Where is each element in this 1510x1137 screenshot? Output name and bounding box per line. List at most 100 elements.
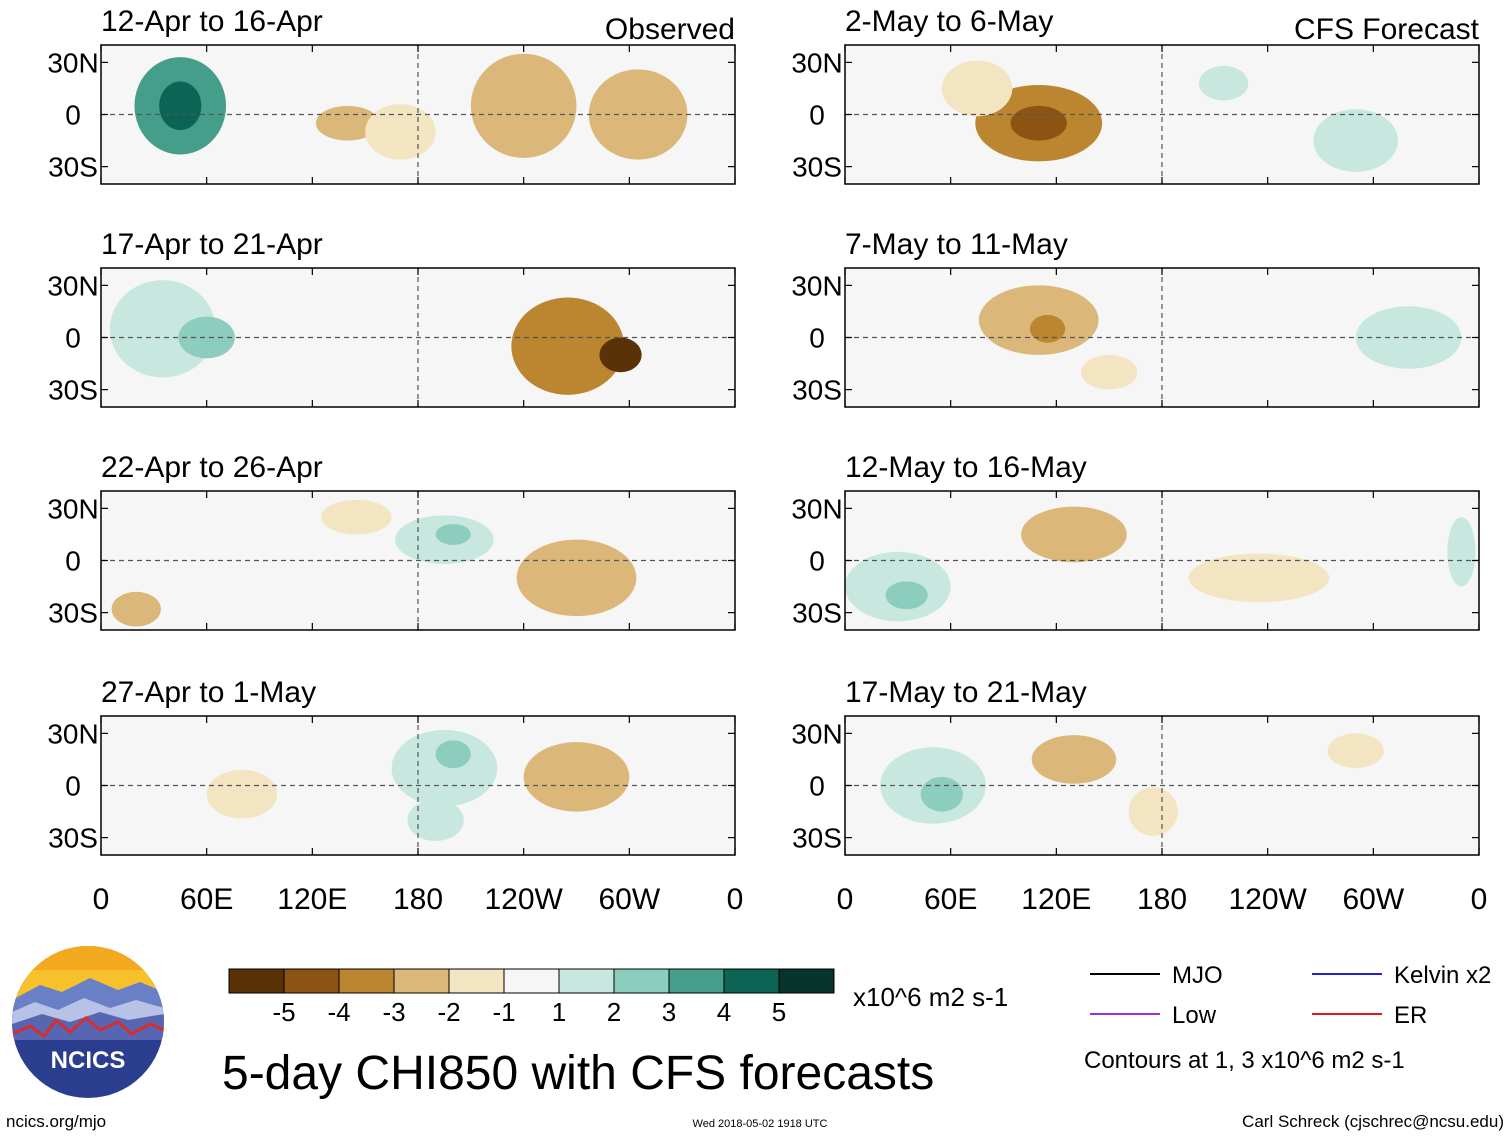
column-label: Observed — [605, 13, 735, 46]
colorbar-cell — [613, 968, 670, 994]
x-tick-label: 0 — [727, 883, 744, 916]
x-axis-left: 0 60E 120E 180 120W 60W 0 — [93, 883, 744, 916]
colorbar-label: -4 — [327, 997, 350, 1027]
x-tick-label: 120E — [277, 883, 347, 916]
x-tick-label: 120W — [1228, 883, 1307, 916]
footer-timestamp: Wed 2018-05-02 1918 UTC — [693, 1118, 828, 1130]
anomaly-region — [920, 776, 963, 812]
anomaly-region — [1080, 354, 1138, 390]
colorbar: -5 -4 -3 -2 -1 1 2 3 4 5 — [228, 968, 835, 1027]
x-tick-label: 180 — [393, 883, 443, 916]
y-tick-label: 30S — [48, 823, 98, 854]
colorbar-cell — [393, 968, 450, 994]
x-tick-label: 120W — [484, 883, 563, 916]
panel-1-2: 30N 0 30S 12-May to 16-May — [791, 451, 1480, 631]
anomaly-region — [866, 60, 930, 117]
y-tick-label: 0 — [65, 323, 81, 354]
colorbar-cell — [503, 968, 560, 994]
x-axes: 0 60E 120E 180 120W 60W 0 0 60E 120E 180 120W 60W 0 — [93, 883, 1488, 916]
y-tick-label: 0 — [65, 100, 81, 131]
anomaly-region — [132, 726, 211, 776]
panel-title: 12-Apr to 16-Apr — [101, 5, 323, 38]
column-label: CFS Forecast — [1294, 13, 1480, 46]
colorbar-cell — [778, 968, 835, 994]
y-tick-label: 30N — [791, 47, 842, 78]
colorbar-cell — [723, 968, 780, 994]
logo-mountains-near — [12, 1012, 164, 1040]
colorbar-label: 5 — [772, 997, 786, 1027]
panel-0-0: 30N 0 30S 12-Apr to 16-Apr Observed — [47, 5, 736, 185]
anomaly-region — [523, 742, 630, 812]
y-tick-label: 30S — [792, 152, 842, 183]
x-tick-label: 180 — [1137, 883, 1187, 916]
figure-title: 5-day CHI850 with CFS forecasts — [222, 1047, 934, 1100]
anomaly-region — [391, 729, 498, 807]
anomaly-region — [1188, 553, 1330, 603]
colorbar-cell — [668, 968, 725, 994]
y-tick-label: 0 — [809, 323, 825, 354]
anomaly-region — [1313, 109, 1398, 172]
panel-title: 17-Apr to 21-Apr — [101, 228, 323, 261]
panel-title: 17-May to 21-May — [845, 676, 1087, 709]
y-tick-label: 30S — [48, 375, 98, 406]
colorbar-label: -2 — [437, 997, 460, 1027]
colorbar-cell — [228, 968, 285, 994]
y-tick-label: 30N — [791, 270, 842, 301]
anomaly-region — [1128, 787, 1178, 836]
y-tick-label: 0 — [65, 771, 81, 802]
panel-title: 12-May to 16-May — [845, 451, 1087, 484]
legend-label: MJO — [1172, 962, 1223, 989]
colorbar-cell — [338, 968, 395, 994]
panels-group: 30N 0 30S 12-Apr to 16-Apr Observed 30N 0 30S 17… — [47, 5, 1480, 856]
anomaly-region — [365, 104, 436, 160]
x-tick-label: 60E — [924, 883, 977, 916]
colorbar-cell — [558, 968, 615, 994]
x-tick-label: 60E — [180, 883, 233, 916]
y-tick-label: 30N — [791, 493, 842, 524]
y-tick-label: 30S — [48, 598, 98, 629]
anomaly-region — [511, 297, 625, 395]
anomaly-region — [321, 499, 392, 535]
anomaly-region — [435, 524, 471, 545]
colorbar-label: 3 — [662, 997, 676, 1027]
panel-0-1: 30N 0 30S 17-Apr to 21-Apr — [47, 228, 736, 408]
anomaly-region — [419, 285, 470, 321]
x-tick-label: 120E — [1021, 883, 1091, 916]
x-tick-label: 60W — [1342, 883, 1404, 916]
panel-title: 27-Apr to 1-May — [101, 676, 316, 709]
y-tick-label: 0 — [809, 100, 825, 131]
anomaly-region — [1031, 735, 1117, 784]
panel-1-0: 30N 0 30S 2-May to 6-May CFS Forecast — [791, 5, 1480, 185]
anomaly-region — [941, 60, 1013, 117]
anomaly-region — [1198, 65, 1249, 101]
anomaly-region — [470, 53, 577, 158]
x-tick-label: 0 — [1471, 883, 1488, 916]
y-tick-label: 30N — [47, 47, 98, 78]
anomaly-region — [1447, 517, 1476, 587]
y-tick-label: 30N — [791, 718, 842, 749]
panel-title: 22-Apr to 26-Apr — [101, 451, 323, 484]
logo-sky-glow — [12, 946, 164, 970]
colorbar-cell — [283, 968, 340, 994]
y-tick-label: 0 — [65, 546, 81, 577]
legend: MJO Kelvin x2 Low ER — [1090, 962, 1491, 1029]
footer-url[interactable]: ncics.org/mjo — [6, 1112, 106, 1131]
colorbar-label: 4 — [717, 997, 731, 1027]
y-tick-label: 0 — [809, 771, 825, 802]
panel-title: 7-May to 11-May — [845, 228, 1068, 261]
colorbar-label: -3 — [382, 997, 405, 1027]
colorbar-cell — [448, 968, 505, 994]
panel-0-2: 30N 0 30S 22-Apr to 26-Apr — [47, 451, 736, 631]
anomaly-region — [407, 799, 464, 842]
anomaly-region — [516, 539, 637, 617]
anomaly-region — [1355, 306, 1462, 369]
contour-note: Contours at 1, 3 x10^6 m2 s-1 — [1084, 1047, 1405, 1074]
anomaly-region — [876, 323, 955, 387]
panel-1-1: 30N 0 30S 7-May to 11-May — [791, 228, 1480, 408]
legend-label: Low — [1172, 1002, 1217, 1029]
colorbar-label: 1 — [552, 997, 566, 1027]
anomaly-region — [1327, 733, 1384, 769]
y-tick-label: 30N — [47, 718, 98, 749]
panel-title: 2-May to 6-May — [845, 5, 1053, 38]
